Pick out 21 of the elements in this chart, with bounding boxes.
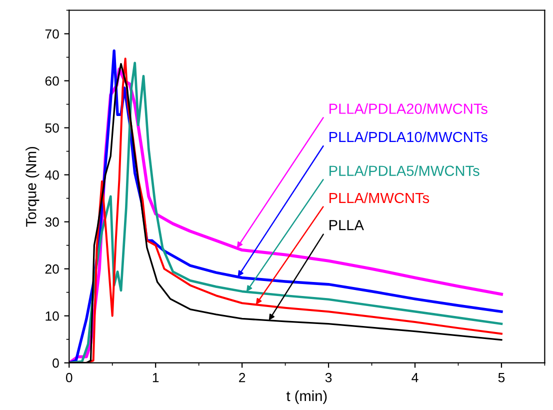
y-tick-label: 30 [45, 217, 59, 227]
text: PLLA/PDLA5/MWCNTs [330, 165, 480, 176]
y-tick-label: 60 [45, 76, 59, 86]
y-tick-label: 70 [45, 29, 59, 39]
y-axis-title: Torque (Nm) [26, 146, 40, 227]
x-tick-label: 2 [239, 372, 246, 382]
text: PLLA/PDLA20/MWCNTs [330, 103, 488, 114]
text: PLLA [330, 220, 364, 230]
y-tick-label: 10 [46, 311, 59, 321]
text: PLLA/MWCNTs [330, 192, 430, 204]
x-tick-label: 4 [412, 373, 418, 382]
y-tick-label: 40 [45, 170, 59, 180]
y-tick-label: 20 [45, 264, 59, 274]
x-tick-label: 3 [325, 372, 332, 382]
text: PLLA/PDLA10/MWCNTs [330, 131, 488, 142]
y-tick-label: 50 [45, 123, 59, 133]
x-tick-label: 5 [498, 373, 505, 382]
y-tick-label: 0 [52, 358, 59, 368]
x-tick-label: 1 [152, 373, 159, 382]
x-tick-label: 0 [66, 372, 72, 382]
x-axis-title: t (min) [286, 390, 327, 404]
